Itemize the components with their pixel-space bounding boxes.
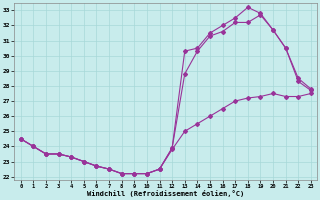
X-axis label: Windchill (Refroidissement éolien,°C): Windchill (Refroidissement éolien,°C) bbox=[87, 190, 244, 197]
